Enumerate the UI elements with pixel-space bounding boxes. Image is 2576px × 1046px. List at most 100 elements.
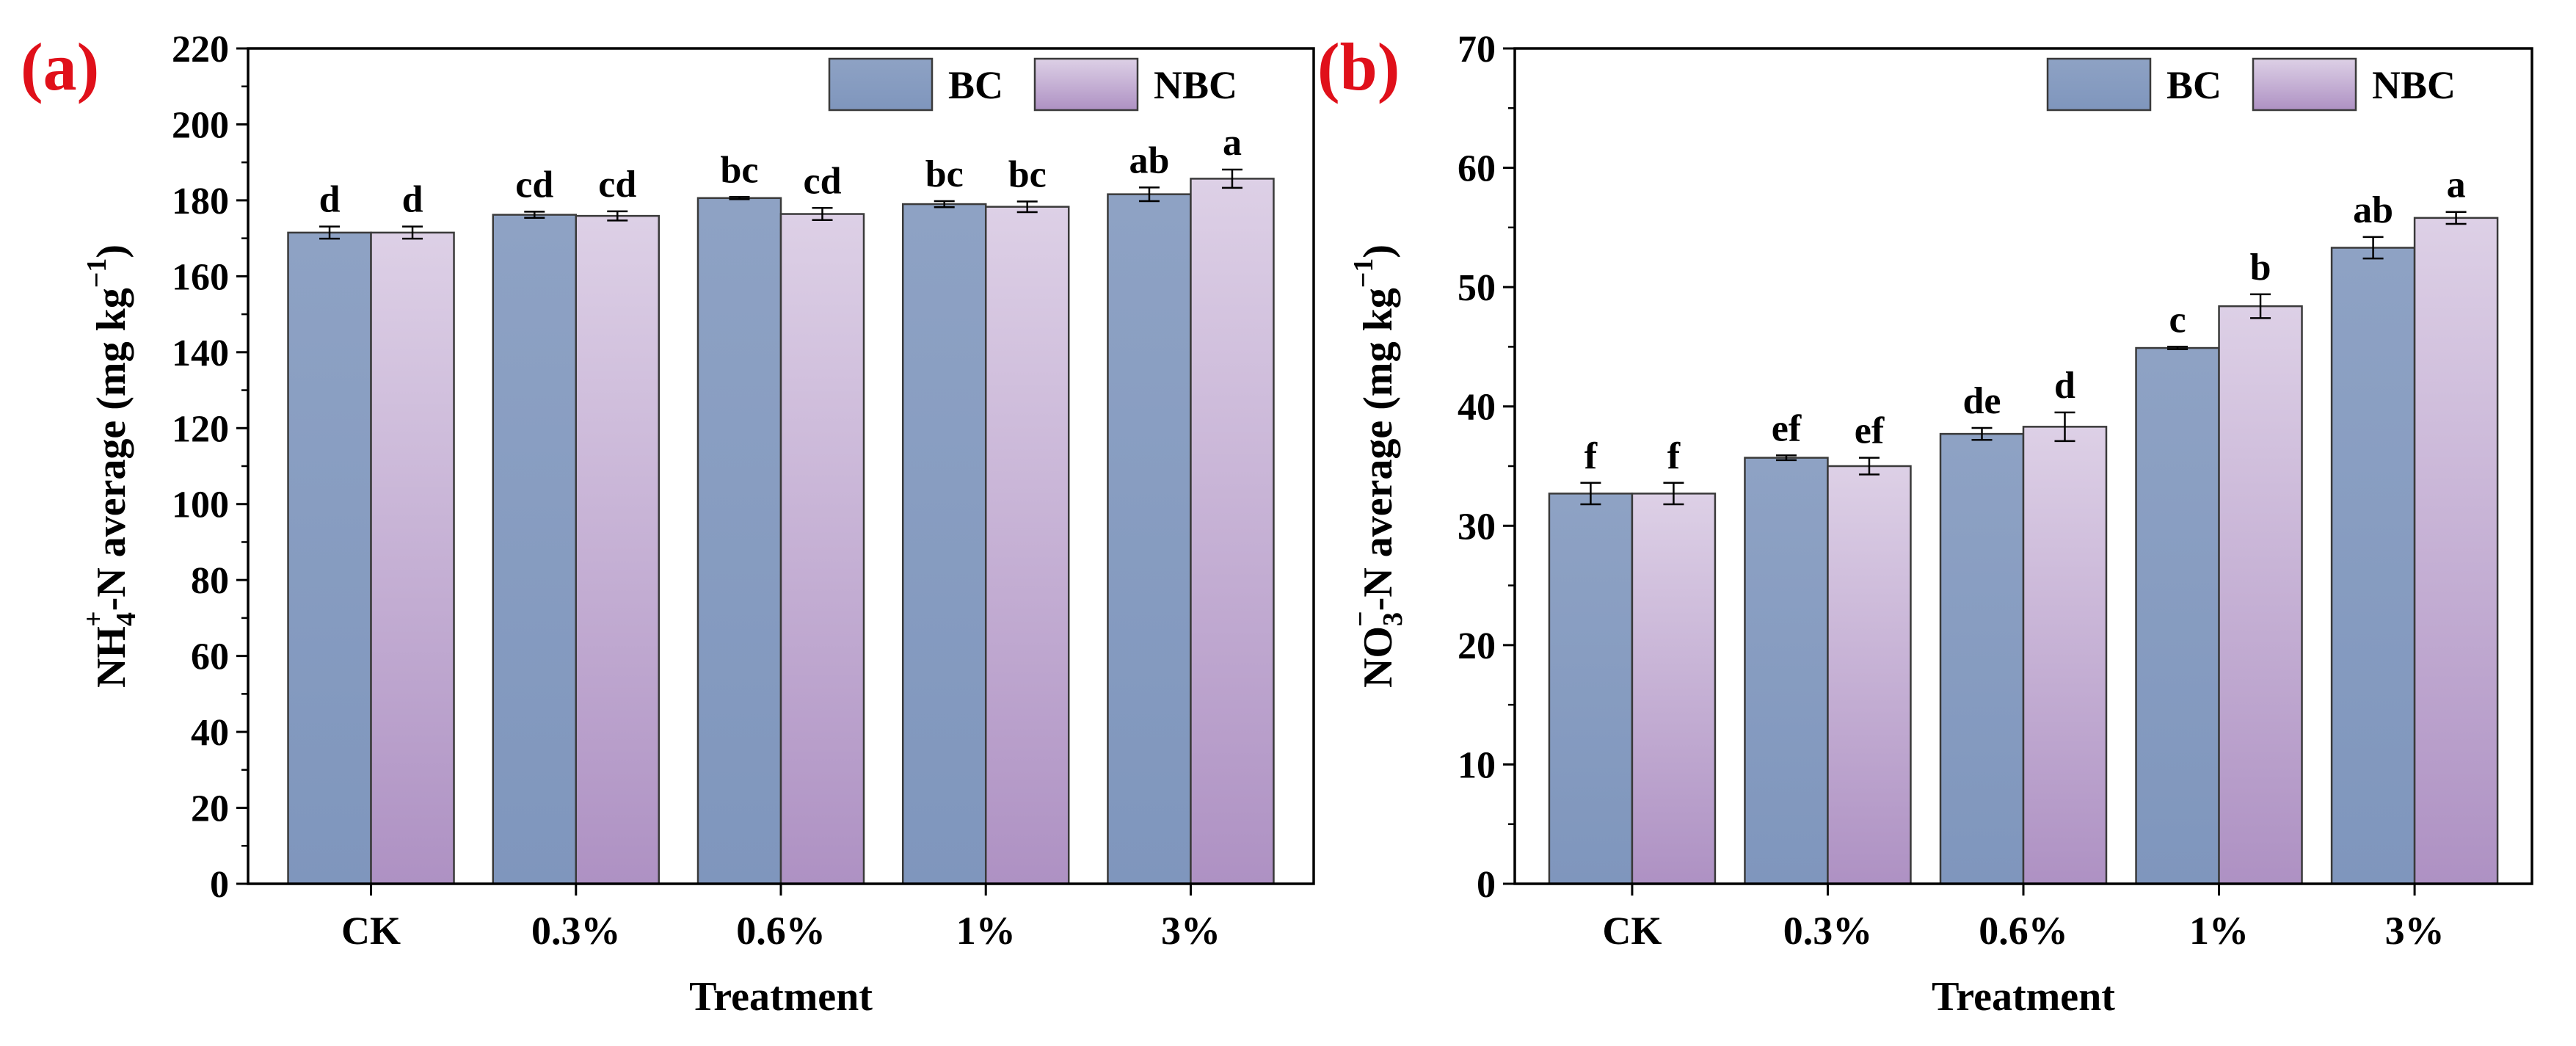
x-tick-label: 3% (1161, 909, 1220, 953)
y-tick-label: 40 (191, 712, 229, 754)
legend-label-nbc: NBC (2372, 63, 2456, 107)
y-label-end: ) (89, 244, 134, 258)
x-tick-label: 1% (2189, 909, 2249, 953)
bar-nbc (1631, 493, 1717, 885)
plot-frame (247, 47, 1315, 885)
legend-label-bc: BC (2166, 63, 2222, 107)
significance-letter: f (1584, 435, 1598, 477)
y-label-middle: -N average (mg kg (89, 288, 134, 611)
y-label-superscript: − (1345, 611, 1376, 627)
significance-letter: ab (2353, 189, 2393, 231)
y-tick-label: 40 (1458, 387, 1496, 429)
significance-letter: a (1223, 122, 1242, 164)
bar-bc (1107, 193, 1192, 885)
bar-nbc (370, 231, 455, 885)
significance-letter: c (2169, 299, 2186, 341)
y-axis-label: NO3−-N average (mg kg−1) (1345, 244, 1408, 688)
x-tick-label: 0.6% (736, 909, 826, 953)
bar-nbc (2022, 426, 2108, 885)
x-tick-label: 0.6% (1979, 909, 2068, 953)
bar-bc (2135, 346, 2220, 885)
significance-letter: bc (1008, 153, 1047, 195)
x-axis-label: Treatment (689, 974, 873, 1020)
bar-bc (696, 197, 782, 885)
x-tick-label: 1% (956, 909, 1016, 953)
bar-nbc (779, 213, 865, 885)
bar-bc (492, 214, 578, 885)
bar-nbc (575, 214, 661, 885)
legend: BC NBC (828, 57, 1237, 112)
y-label-subscript: 3 (1378, 612, 1408, 626)
y-label-base: NH (89, 626, 134, 688)
bar-bc (1744, 457, 1829, 885)
legend-swatch-nbc (1033, 57, 1139, 112)
y-label-unit-superscript: −1 (81, 258, 112, 288)
significance-letter: a (2447, 164, 2466, 206)
y-tick-label: 160 (172, 256, 229, 298)
y-tick-label: 120 (172, 408, 229, 450)
bar-nbc (2413, 217, 2499, 885)
panel-label: (a) (21, 29, 99, 104)
significance-letter: bc (925, 153, 964, 195)
y-tick-label: 180 (172, 181, 229, 222)
x-axis-label: Treatment (1932, 974, 2115, 1020)
y-label-base: NO (1356, 626, 1401, 688)
y-tick-label: 140 (172, 333, 229, 374)
y-tick-label: 70 (1458, 29, 1496, 70)
y-label-subscript: 4 (111, 612, 142, 626)
legend-swatch-bc (828, 57, 934, 112)
y-label-middle: -N average (mg kg (1356, 288, 1401, 611)
y-tick-label: 10 (1458, 744, 1496, 786)
significance-letter: cd (598, 164, 636, 206)
chart-panel-a: (a) d d CK cd cd 0.3% bc cd 0.6% bc bc 1% ab a 3% 0 20 40 6… (21, 29, 1315, 1020)
significance-letter: de (1963, 380, 2001, 422)
y-label-unit-superscript: −1 (1348, 258, 1379, 288)
y-label-end: ) (1356, 244, 1401, 258)
x-tick-label: 0.3% (1783, 909, 1873, 953)
y-tick-label: 80 (191, 560, 229, 602)
bar-bc (1548, 493, 1634, 885)
significance-letter: b (2250, 247, 2271, 288)
significance-letter: ab (1129, 139, 1170, 181)
y-tick-label: 200 (172, 104, 229, 146)
chart-panel-b: (b) f f CK ef ef 0.3% de d 0.6% c b 1% ab a 3% 0 10 20 30 40… (1317, 29, 2533, 1020)
y-tick-label: 0 (210, 864, 229, 906)
y-axis-label: NH4+-N average (mg kg−1) (79, 244, 142, 688)
y-tick-label: 20 (191, 788, 229, 830)
significance-letter: d (2054, 365, 2075, 407)
significance-letter: bc (721, 149, 759, 191)
y-tick-label: 60 (191, 636, 229, 678)
significance-letter: cd (515, 164, 553, 206)
legend-swatch-nbc (2252, 57, 2357, 112)
x-tick-label: 0.3% (531, 909, 621, 953)
y-tick-label: 60 (1458, 148, 1496, 190)
y-tick-label: 30 (1458, 506, 1496, 548)
x-tick-label: CK (341, 909, 401, 953)
panel-label: (b) (1317, 29, 1400, 104)
bar-bc (2330, 247, 2416, 885)
bar-bc (287, 231, 372, 885)
significance-letter: ef (1855, 410, 1885, 452)
y-tick-label: 100 (172, 484, 229, 526)
plot-frame (1513, 47, 2533, 885)
significance-letter: ef (1772, 407, 1802, 449)
x-tick-label: CK (1602, 909, 1662, 953)
legend-swatch-bc (2046, 57, 2152, 112)
legend-label-nbc: NBC (1154, 63, 1237, 107)
bar-nbc (1827, 465, 1912, 885)
significance-letter: cd (804, 160, 842, 202)
y-label-superscript: + (79, 611, 109, 627)
significance-letter: d (402, 179, 423, 221)
significance-letter: d (319, 179, 341, 221)
y-tick-label: 50 (1458, 267, 1496, 309)
bar-bc (901, 203, 987, 885)
legend-label-bc: BC (948, 63, 1003, 107)
legend: BC NBC (2046, 57, 2456, 112)
y-tick-label: 220 (172, 29, 229, 70)
significance-letter: f (1667, 435, 1681, 477)
y-tick-label: 0 (1477, 864, 1496, 906)
bar-nbc (2218, 305, 2303, 885)
y-tick-label: 20 (1458, 625, 1496, 667)
x-tick-label: 3% (2385, 909, 2445, 953)
